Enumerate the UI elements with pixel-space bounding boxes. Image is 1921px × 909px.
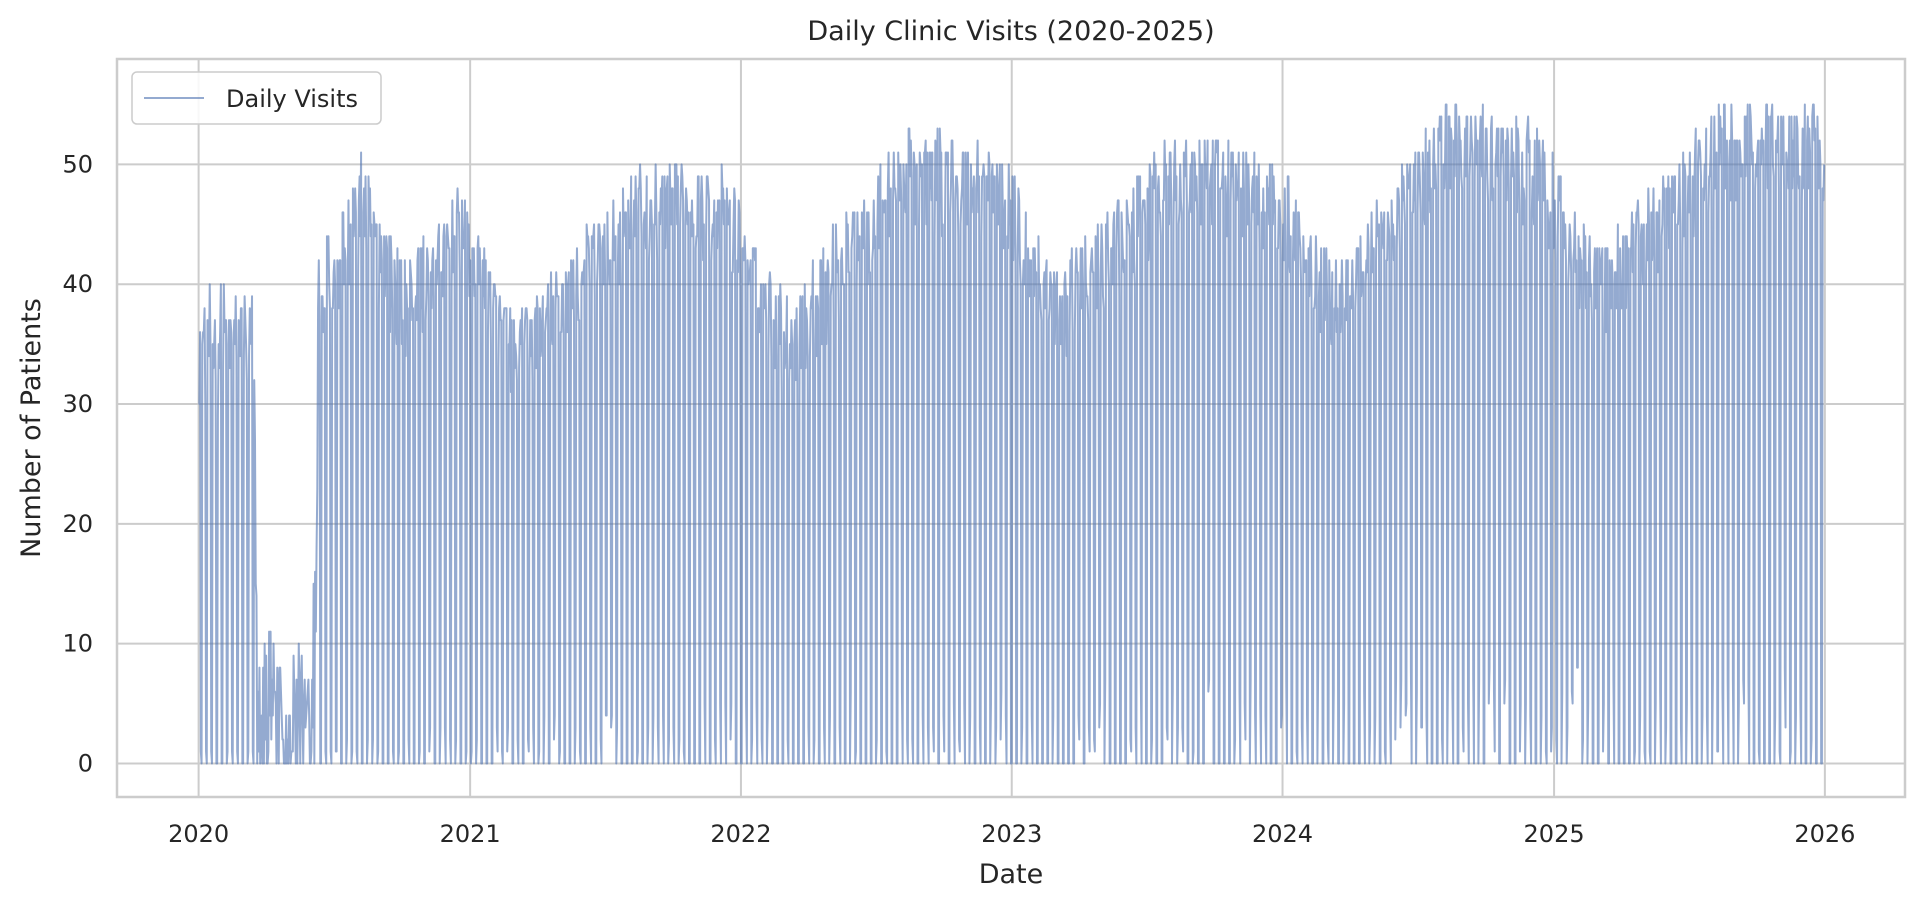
- x-axis-label: Date: [979, 859, 1044, 890]
- legend-label: Daily Visits: [226, 85, 358, 113]
- series-layer: [198, 103, 1826, 765]
- series-line-daily-visits: [198, 103, 1826, 765]
- x-tick-label: 2021: [440, 820, 501, 848]
- x-tick-label: 2020: [168, 820, 229, 848]
- plot-frame: [115, 57, 1907, 799]
- x-tick-label: 2026: [1794, 820, 1855, 848]
- x-tick-label: 2022: [710, 820, 771, 848]
- chart-title: Daily Clinic Visits (2020-2025): [807, 16, 1214, 47]
- y-tick-label: 10: [62, 630, 93, 658]
- y-tick-label: 50: [62, 150, 93, 178]
- y-tick-label: 0: [78, 749, 93, 777]
- y-tick-label: 40: [62, 270, 93, 298]
- y-axis-label: Number of Patients: [16, 298, 47, 558]
- tick-layer: 0 10 20 30 40 50 2020 2021 2022 2023 2024 2025 2026: [62, 150, 1855, 848]
- y-tick-label: 30: [62, 390, 93, 418]
- x-tick-label: 2023: [981, 820, 1042, 848]
- legend-box: [131, 71, 382, 125]
- x-tick-label: 2025: [1524, 820, 1585, 848]
- legend: Daily Visits: [131, 71, 382, 125]
- x-tick-label: 2024: [1252, 820, 1313, 848]
- y-tick-label: 20: [62, 510, 93, 538]
